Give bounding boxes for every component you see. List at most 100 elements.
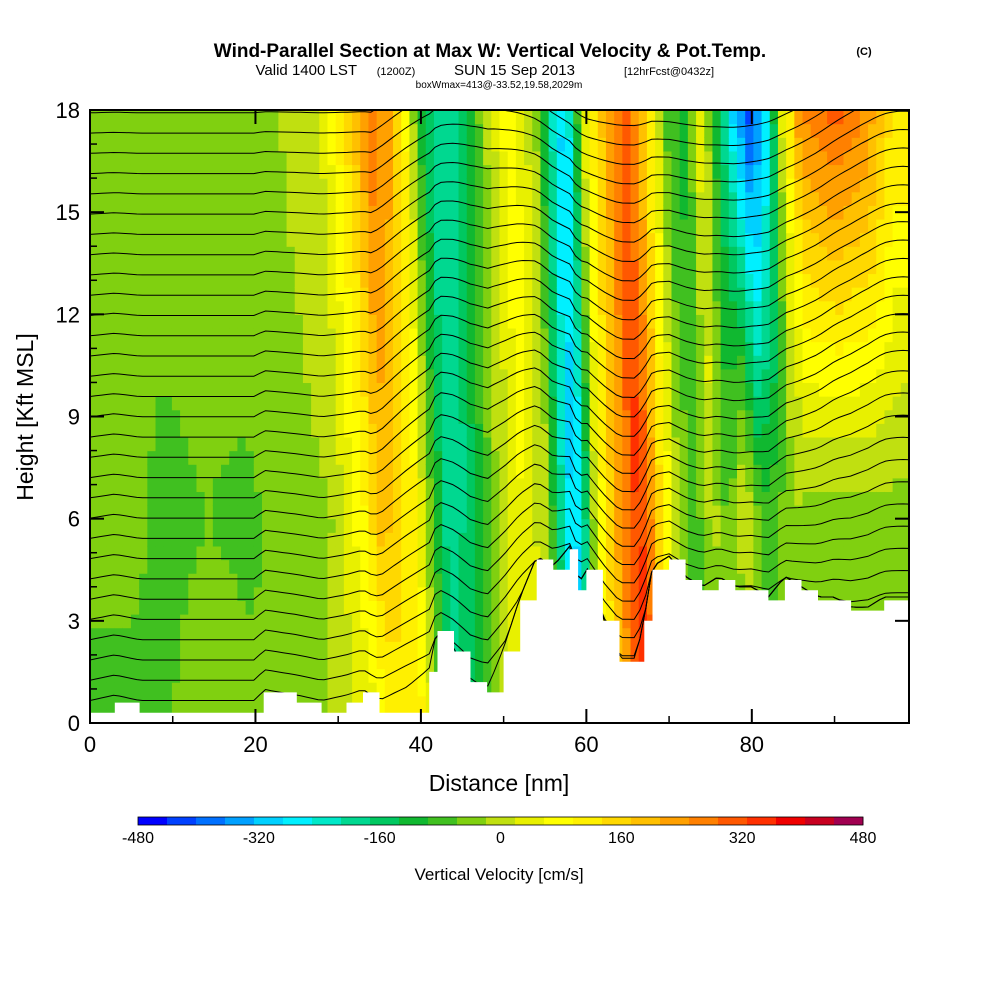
velocity-cell: [638, 518, 648, 533]
velocity-cell: [466, 273, 476, 288]
velocity-cell: [540, 327, 550, 343]
velocity-cell: [343, 191, 353, 206]
velocity-cell: [311, 205, 320, 220]
velocity-cell: [302, 259, 312, 275]
velocity-cell: [663, 409, 673, 424]
velocity-cell: [204, 518, 214, 533]
velocity-cell: [180, 246, 189, 261]
velocity-cell: [229, 654, 239, 670]
velocity-cell: [802, 355, 812, 370]
velocity-cell: [278, 518, 288, 533]
velocity-cell: [515, 477, 525, 493]
velocity-cell: [737, 396, 746, 411]
velocity-cell: [237, 614, 247, 629]
velocity-cell: [237, 491, 247, 506]
velocity-cell: [687, 287, 697, 302]
velocity-cell: [884, 450, 894, 465]
velocity-cell: [663, 505, 673, 520]
velocity-cell: [728, 327, 738, 343]
velocity-cell: [196, 436, 206, 452]
velocity-cell: [90, 518, 99, 533]
velocity-cell: [188, 654, 198, 670]
velocity-cell: [589, 123, 599, 138]
velocity-cell: [163, 396, 173, 411]
velocity-cell: [556, 545, 566, 561]
velocity-cell: [122, 355, 132, 370]
velocity-cell: [130, 110, 140, 125]
velocity-cell: [360, 532, 370, 547]
velocity-cell: [466, 259, 476, 275]
velocity-cell: [409, 382, 419, 397]
velocity-cell: [278, 573, 288, 588]
velocity-cell: [442, 232, 451, 247]
velocity-cell: [130, 641, 140, 656]
velocity-cell: [827, 341, 836, 356]
velocity-cell: [548, 287, 558, 302]
velocity-cell: [515, 518, 525, 533]
velocity-cell: [663, 464, 673, 479]
velocity-cell: [409, 137, 419, 152]
velocity-cell: [671, 123, 681, 138]
velocity-cell: [458, 382, 468, 397]
velocity-cell: [229, 518, 239, 533]
velocity-cell: [335, 450, 345, 465]
velocity-cell: [679, 491, 689, 506]
velocity-cell: [876, 191, 886, 206]
velocity-cell: [679, 191, 689, 206]
velocity-cell: [114, 232, 124, 247]
velocity-cell: [319, 218, 329, 234]
velocity-cell: [450, 450, 460, 465]
velocity-cell: [671, 518, 681, 533]
velocity-cell: [532, 436, 542, 452]
velocity-cell: [638, 545, 648, 561]
velocity-cell: [843, 314, 853, 329]
velocity-cell: [425, 559, 435, 574]
velocity-cell: [204, 627, 214, 642]
velocity-cell: [311, 218, 320, 234]
velocity-cell: [630, 327, 640, 343]
velocity-cell: [98, 259, 107, 275]
velocity-cell: [859, 205, 869, 220]
velocity-cell: [450, 150, 460, 166]
velocity-cell: [573, 341, 582, 356]
velocity-cell: [450, 191, 460, 206]
velocity-cell: [327, 205, 337, 220]
velocity-cell: [474, 627, 484, 642]
velocity-cell: [180, 273, 189, 288]
velocity-cell: [155, 423, 165, 438]
velocity-cell: [507, 464, 517, 479]
velocity-cell: [728, 423, 738, 438]
subtitle-utc: (1200Z): [377, 66, 416, 78]
velocity-cell: [507, 477, 517, 493]
velocity-cell: [237, 532, 247, 547]
velocity-cell: [393, 436, 402, 452]
colorbar-tick-label: 480: [850, 830, 877, 847]
velocity-cell: [638, 586, 648, 601]
velocity-cell: [221, 327, 230, 343]
velocity-cell: [810, 218, 820, 234]
velocity-cell: [524, 382, 533, 397]
velocity-cell: [171, 396, 181, 411]
velocity-cell: [466, 327, 476, 343]
velocity-cell: [204, 300, 214, 315]
velocity-cell: [802, 259, 812, 275]
velocity-cell: [663, 368, 673, 384]
velocity-cell: [302, 178, 312, 193]
velocity-cell: [425, 259, 435, 275]
velocity-cell: [630, 464, 640, 479]
velocity-cell: [327, 668, 337, 683]
velocity-cell: [737, 532, 746, 547]
velocity-cell: [851, 545, 861, 561]
velocity-cell: [892, 477, 902, 493]
velocity-cell: [786, 123, 795, 138]
velocity-cell: [565, 396, 574, 411]
velocity-cell: [229, 287, 239, 302]
velocity-cell: [180, 573, 189, 588]
velocity-cell: [900, 396, 909, 411]
velocity-cell: [556, 123, 566, 138]
velocity-cell: [483, 273, 492, 288]
velocity-cell: [548, 532, 558, 547]
velocity-cell: [524, 518, 533, 533]
velocity-cell: [458, 178, 468, 193]
velocity-cell: [278, 110, 288, 125]
